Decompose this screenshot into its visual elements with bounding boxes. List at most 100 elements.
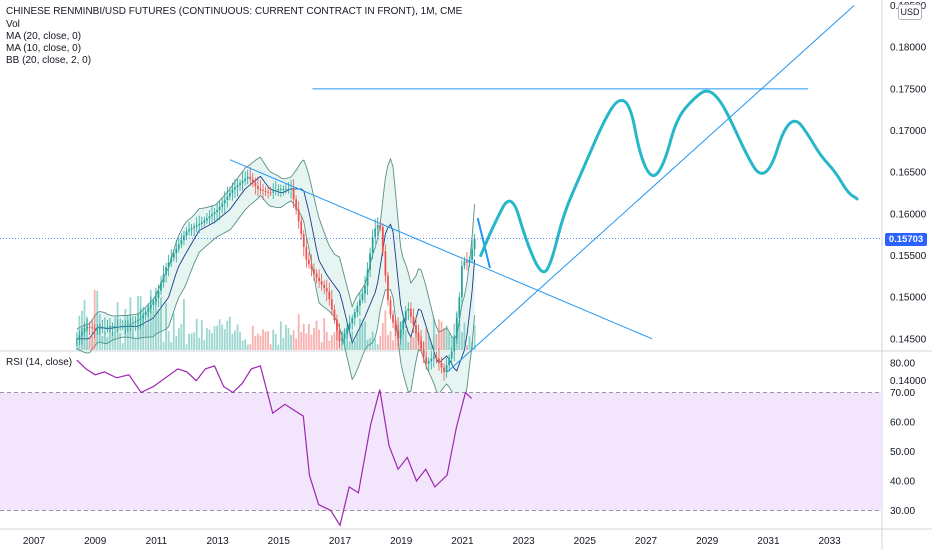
candle-body	[165, 267, 167, 275]
volume-bar	[279, 321, 282, 350]
time-tick-label: 2027	[635, 536, 658, 547]
volume-bar	[404, 330, 407, 350]
candle-body	[325, 288, 328, 292]
candle-body	[455, 318, 458, 339]
candle-body	[203, 220, 206, 223]
time-tick-label: 2021	[451, 536, 474, 547]
volume-bar	[183, 298, 185, 350]
volume-bar	[466, 345, 468, 350]
volume-bar	[175, 336, 178, 350]
candle-body	[297, 209, 300, 222]
candle-body	[185, 231, 188, 236]
volume-bar	[221, 324, 224, 350]
candle-body	[167, 262, 170, 268]
candle-body	[404, 311, 407, 321]
volume-bar	[356, 331, 359, 350]
candle-body	[409, 308, 412, 317]
volume-bar	[290, 334, 292, 350]
volume-bar	[236, 324, 239, 350]
candle-body	[346, 328, 349, 334]
candle-body	[430, 358, 433, 362]
candle-body	[415, 324, 417, 334]
candle-body	[358, 299, 361, 306]
candle-body	[249, 176, 252, 180]
candle-body	[78, 335, 81, 339]
candle-body	[183, 235, 185, 241]
currency-badge[interactable]: USD	[898, 4, 922, 20]
volume-bar	[132, 330, 134, 350]
candle-body	[351, 318, 354, 324]
candle-body	[471, 249, 473, 260]
candle-body	[216, 210, 218, 213]
volume-bar	[160, 297, 162, 350]
legend-ma20[interactable]: MA (20, close, 0)	[6, 31, 82, 42]
volume-bar	[223, 329, 226, 350]
candle-body	[144, 311, 147, 316]
volume-bar	[249, 344, 252, 350]
time-tick-label: 2031	[757, 536, 780, 547]
candle-body	[440, 362, 443, 368]
candle-body	[231, 189, 234, 194]
volume-bar	[305, 333, 308, 350]
candle-body	[364, 285, 366, 294]
rsi-tick-label: 60.00	[890, 418, 915, 429]
rsi-tick-label: 50.00	[890, 447, 915, 458]
candle-body	[384, 251, 387, 276]
candle-body	[124, 326, 127, 328]
candle-body	[448, 358, 451, 366]
candle-body	[129, 323, 132, 326]
candle-body	[195, 225, 198, 227]
trendline-resistance	[229, 159, 653, 340]
volume-bar	[162, 341, 165, 350]
volume-bar	[445, 325, 448, 350]
volume-bar	[364, 321, 366, 350]
candle-body	[106, 326, 109, 328]
candle-body	[91, 327, 94, 329]
rsi-tick-label: 80.00	[890, 359, 915, 370]
candle-body	[221, 203, 224, 207]
price-tick-label: 0.15000	[890, 293, 927, 304]
volume-bar	[101, 336, 104, 350]
candle-body	[302, 234, 305, 247]
candle-body	[305, 246, 308, 260]
candle-body	[277, 189, 280, 191]
volume-bar	[381, 322, 384, 350]
volume-bar	[427, 332, 430, 350]
rsi-label[interactable]: RSI (14, close)	[6, 357, 73, 368]
candle-body	[86, 326, 88, 329]
volume-bar	[154, 287, 157, 350]
volume-bar	[208, 329, 211, 350]
volume-bar	[269, 344, 272, 350]
candle-body	[223, 199, 226, 204]
candle-body	[228, 193, 231, 197]
volume-bar	[185, 344, 188, 350]
volume-bar	[200, 320, 203, 350]
candle-body	[315, 273, 318, 278]
candle-body	[236, 185, 239, 188]
volume-bar	[86, 316, 88, 350]
volume-bar	[430, 342, 433, 350]
volume-bar	[376, 344, 379, 350]
candle-body	[389, 299, 392, 315]
volume-bar	[389, 331, 392, 350]
volume-bar	[170, 342, 173, 350]
legend-ma10[interactable]: MA (10, close, 0)	[6, 43, 82, 54]
candle-body	[101, 327, 104, 329]
volume-bar	[458, 320, 461, 350]
candle-body	[435, 356, 438, 359]
legend-bb[interactable]: BB (20, close, 2, 0)	[6, 55, 92, 66]
volume-bar	[103, 332, 106, 350]
rsi-pane	[0, 359, 882, 527]
legend-vol[interactable]: Vol	[6, 19, 20, 30]
candle-body	[443, 367, 445, 373]
candle-body	[190, 228, 193, 230]
volume-bar	[205, 327, 208, 350]
volume-bar	[415, 330, 417, 350]
volume-bar	[228, 316, 231, 350]
volume-bar	[438, 319, 440, 350]
candle-body	[132, 322, 134, 324]
time-tick-label: 2033	[818, 536, 841, 547]
volume-bar	[216, 325, 218, 350]
candle-body	[111, 326, 114, 328]
